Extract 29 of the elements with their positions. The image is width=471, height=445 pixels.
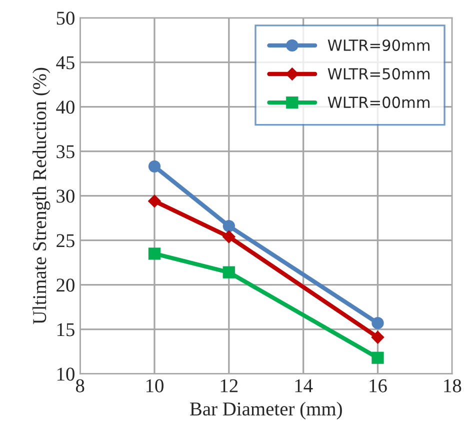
y-axis-title: Ultimate Strength Reduction (%) — [32, 68, 50, 324]
y-tick-label: 45 — [56, 56, 74, 70]
y-tick-label: 30 — [56, 190, 74, 203]
point — [148, 194, 161, 208]
point — [372, 352, 384, 364]
point — [148, 248, 161, 260]
x-tick-label: 8 — [76, 379, 84, 392]
point — [222, 266, 235, 278]
point — [148, 160, 161, 173]
y-tick-label: 35 — [56, 145, 74, 158]
y-tick-label: 20 — [56, 278, 74, 292]
legend-label: WLTR=00mm — [328, 96, 430, 108]
y-tick-label: 15 — [57, 323, 74, 336]
point — [371, 330, 384, 344]
x-axis-title: Bar Diameter (mm) — [190, 402, 342, 420]
point — [222, 220, 235, 232]
y-tick-label: 10 — [57, 368, 74, 381]
y-tick-label: 50 — [56, 12, 74, 25]
point — [222, 230, 236, 244]
y-tick-label: 40 — [56, 100, 74, 114]
x-tick-label: 14 — [295, 379, 313, 392]
point — [372, 316, 384, 330]
x-tick-label: 10 — [146, 379, 164, 392]
x-tick-label: 16 — [370, 379, 387, 392]
y-tick-label: 25 — [56, 234, 74, 248]
legend-label: WLTR=90mm — [328, 39, 430, 52]
legend-label: WLTR=50mm — [328, 68, 430, 80]
x-tick-label: 18 — [444, 379, 462, 392]
x-tick-label: 12 — [220, 379, 238, 392]
